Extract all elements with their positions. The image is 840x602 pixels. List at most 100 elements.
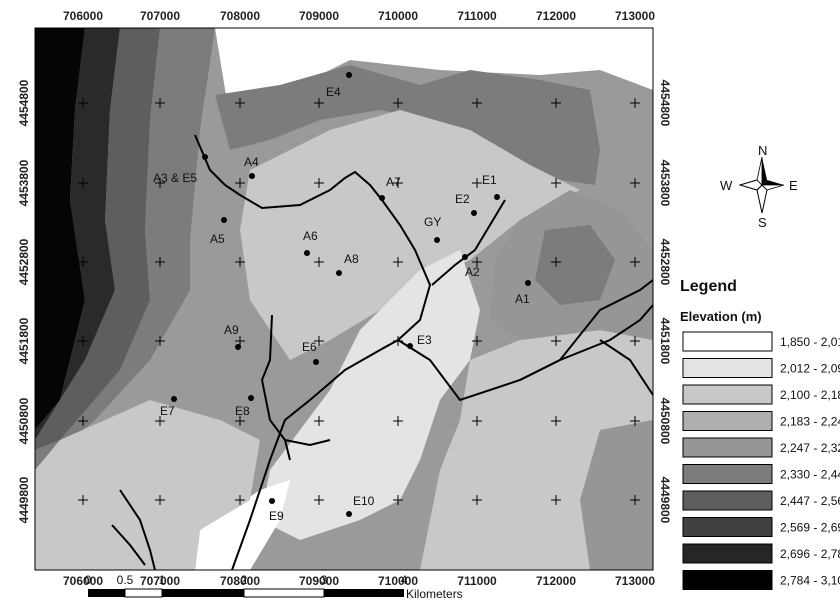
legend-label: 2,569 - 2,695: [780, 521, 840, 535]
site-marker-a4: [249, 173, 255, 179]
site-label-a2: A2: [465, 265, 480, 279]
x-tick-bottom: 708000: [220, 574, 260, 588]
legend-swatch: [682, 331, 773, 352]
y-tick-left: 4452800: [17, 238, 31, 285]
site-marker-e4: [346, 72, 352, 78]
y-tick-left: 4451800: [17, 317, 31, 364]
site-marker-a8: [336, 270, 342, 276]
y-tick-right: 4454800: [658, 80, 672, 127]
legend-label: 2,696 - 2,783: [780, 547, 840, 561]
legend-label: 2,247 - 2,329: [780, 441, 840, 455]
scale-tick: 2: [241, 573, 248, 587]
legend-items: 1,850 - 2,011 2,012 - 2,099 2,100 - 2,182 2…: [682, 331, 840, 590]
site-label-a4: A4: [244, 155, 259, 169]
elevation-zone-dark: [35, 28, 160, 450]
scale-segment-3: [162, 589, 244, 597]
elevation-zone-south: [35, 400, 260, 570]
site-label-e1: E1: [482, 173, 497, 187]
site-marker-e7: [171, 396, 177, 402]
site-marker-a9: [235, 344, 241, 350]
site-label-a3e5: A3 & E5: [153, 171, 197, 185]
site-label-e9: E9: [269, 509, 284, 523]
legend-label: 1,850 - 2,011: [780, 335, 840, 349]
y-tick-left: 4454800: [17, 79, 31, 126]
site-label-e10: E10: [353, 494, 375, 508]
scale-tick: 1: [159, 573, 166, 587]
site-marker-e9: [269, 498, 275, 504]
site-marker-e10: [346, 511, 352, 517]
site-marker-a3e5: [202, 154, 208, 160]
legend-subtitle: Elevation (m): [680, 309, 762, 324]
site-label-a6: A6: [303, 229, 318, 243]
x-tick-bottom: 712000: [536, 574, 576, 588]
legend-swatch: [682, 570, 773, 590]
legend-title: Legend: [680, 278, 737, 295]
site-marker-a5: [221, 217, 227, 223]
compass-e: E: [789, 178, 798, 193]
x-tick-bottom: 711000: [457, 574, 497, 588]
y-tick-right: 4452800: [658, 239, 672, 286]
y-tick-labels-left: 4454800 4453800 4452800 4451800 4450800 44498…: [17, 79, 31, 523]
elevation-zone-east-peak: [535, 225, 615, 305]
x-tick-top: 706000: [63, 9, 103, 23]
y-tick-right: 4451800: [658, 318, 672, 365]
site-label-e3: E3: [417, 333, 432, 347]
legend-swatch: [682, 490, 773, 511]
site-label-a1: A1: [515, 292, 530, 306]
y-tick-right: 4449800: [658, 477, 672, 524]
site-marker-a6: [304, 250, 310, 256]
x-tick-top: 708000: [220, 9, 260, 23]
scale-segment-1: [88, 589, 125, 597]
site-marker-a7: [379, 195, 385, 201]
scale-tick-labels: 0 0.5 1 2 3 4: [85, 573, 408, 587]
scale-segment-4: [243, 588, 325, 598]
site-label-a8: A8: [344, 252, 359, 266]
stream-network: [111, 134, 654, 571]
scale-tick: 0: [85, 573, 92, 587]
site-label-e2: E2: [455, 192, 470, 206]
scale-tick: 4: [401, 573, 408, 587]
grid-crosses: [78, 98, 640, 505]
site-label-e6: E6: [302, 340, 317, 354]
compass-n: N: [758, 143, 767, 158]
compass-s: S: [758, 215, 767, 230]
x-tick-top: 713000: [615, 9, 655, 23]
site-label-a7: A7: [386, 175, 401, 189]
legend-label: 2,183 - 2,246: [780, 415, 840, 429]
legend-label: 2,012 - 2,099: [780, 362, 840, 376]
legend-swatch: [682, 437, 773, 458]
elevation-zone-lowest: [195, 480, 290, 570]
x-tick-top: 707000: [140, 9, 180, 23]
elevation-zone-mid-dark: [35, 28, 215, 470]
scale-bar: 0 0.5 1 2 3 4 Kilometers: [85, 573, 463, 601]
map-panel: E4 A4 A3 & E5 A7 E1 E2 GY A5 A6 A8 A2 A1 A9 E3 E6 E7 E8 E…: [34, 27, 654, 571]
elevation-zone-lowland: [260, 250, 480, 540]
map-frame: [34, 27, 654, 571]
x-tick-top: 712000: [536, 9, 576, 23]
y-tick-left: 4453800: [17, 159, 31, 206]
site-marker-e8: [248, 395, 254, 401]
elevation-surface: [35, 28, 653, 570]
scale-tick: 0.5: [117, 573, 134, 587]
y-tick-left: 4449800: [17, 476, 31, 523]
north-arrow-icon: N S W E: [720, 143, 798, 230]
legend-swatch: [682, 411, 773, 431]
scale-segment-5: [324, 589, 404, 597]
legend-swatch: [682, 384, 773, 405]
site-label-a5: A5: [210, 232, 225, 246]
x-tick-bottom: 706000: [63, 574, 103, 588]
site-marker-e6: [313, 359, 319, 365]
site-marker-a2: [462, 254, 468, 260]
site-marker-e1: [494, 194, 500, 200]
x-tick-bottom: 707000: [140, 574, 180, 588]
scale-unit: Kilometers: [406, 587, 463, 601]
x-tick-labels-bottom: 706000 707000 708000 709000 710000 711000 7120…: [63, 574, 655, 588]
legend: Legend Elevation (m) 1,850 - 2,011 2,012 …: [680, 278, 840, 590]
legend-label: 2,447 - 2,568: [780, 494, 840, 508]
elevation-zone-darkest: [35, 28, 85, 430]
site-marker-a1: [525, 280, 531, 286]
site-marker-gy: [434, 237, 440, 243]
site-label-e7: E7: [160, 404, 175, 418]
legend-swatch: [682, 517, 773, 537]
